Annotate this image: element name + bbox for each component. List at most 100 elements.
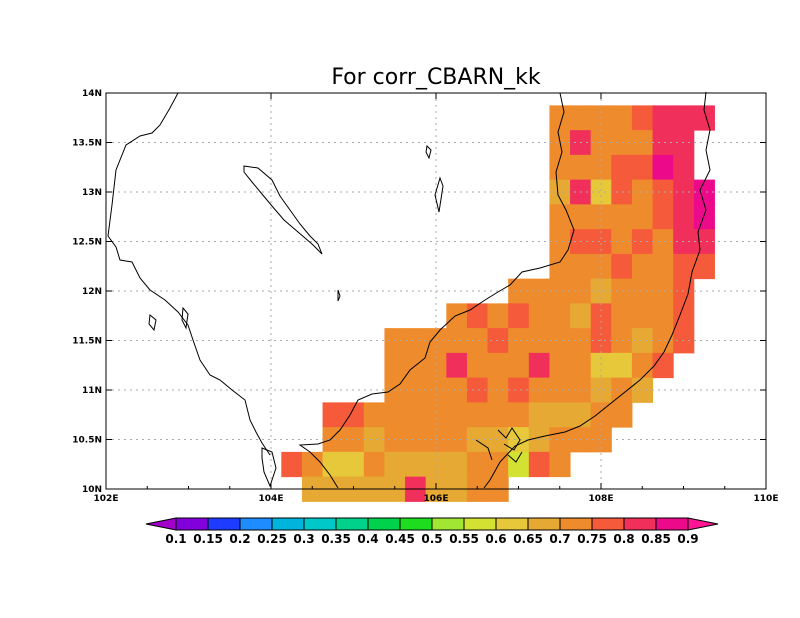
grid-cell <box>405 377 427 403</box>
grid-cell <box>590 204 612 230</box>
map-title: For corr_CBARN_kk <box>331 65 541 90</box>
grid-cell <box>466 402 489 428</box>
grid-cell <box>590 229 612 255</box>
grid-cell <box>363 427 385 453</box>
grid-cell <box>631 179 654 205</box>
grid-cell <box>487 352 509 379</box>
grid-cell <box>570 105 592 131</box>
grid-cell <box>590 377 612 403</box>
grid-cell <box>673 204 695 230</box>
grid-cell <box>281 451 303 478</box>
colorbar-segment <box>431 517 465 531</box>
grid-cell <box>611 328 633 354</box>
grid-cell <box>487 377 509 403</box>
grid-cell <box>693 105 715 131</box>
colorbar-segment <box>527 517 561 531</box>
x-axis-ticks: 102E 104E 106E 108E 110E <box>94 93 778 504</box>
grid-cell <box>549 229 571 255</box>
grid-cell <box>611 130 633 156</box>
colorbar-segment <box>655 517 689 531</box>
colorbar-label: 0.35 <box>321 532 351 546</box>
grid-cell <box>652 130 674 156</box>
grid-cell <box>570 352 592 379</box>
grid-cell <box>508 427 530 453</box>
grid-cell <box>693 179 715 205</box>
y-tick-label: 10N <box>82 485 102 495</box>
grid-cell <box>466 427 489 453</box>
y-tick-label: 13.5N <box>72 139 102 149</box>
grid-cell <box>652 229 674 255</box>
colorbar-segment <box>271 517 305 531</box>
grid-cell <box>611 303 633 329</box>
grid-cell <box>446 402 468 428</box>
grid-cell <box>652 303 674 329</box>
island-4 <box>148 314 157 332</box>
grid-cell <box>549 105 571 131</box>
grid-cell <box>693 229 715 255</box>
grid-cell <box>652 253 674 280</box>
grid-cell <box>611 229 633 255</box>
colorbar-label: 0.65 <box>513 532 543 546</box>
grid-cell <box>549 352 571 379</box>
colorbar-label: 0.75 <box>577 532 607 546</box>
grid-cell <box>466 352 489 379</box>
colorbar-label: 0.9 <box>677 532 698 546</box>
colorbar-segment <box>303 517 337 531</box>
y-tick-label: 13N <box>82 188 102 198</box>
grid-cell <box>528 303 550 329</box>
grid-cell <box>590 402 612 428</box>
grid-cell <box>611 154 633 181</box>
colorbar-segment <box>335 517 369 531</box>
grid-cell <box>363 402 385 428</box>
grid-cell <box>487 402 509 428</box>
grid-cell <box>549 253 571 280</box>
east-coastline <box>483 91 711 489</box>
grid-cell <box>446 328 468 354</box>
grid-cell <box>343 402 365 428</box>
y-tick-label: 14N <box>82 89 102 99</box>
island-2 <box>425 144 432 160</box>
y-tick-label: 12N <box>82 287 102 297</box>
grid-cell <box>652 352 674 379</box>
grid-cell <box>652 154 674 181</box>
grid-cell <box>590 179 612 205</box>
grid-cell <box>652 328 674 354</box>
grid-cell <box>446 303 468 329</box>
grid-cell <box>384 451 406 478</box>
colorbar-segment <box>591 517 625 531</box>
grid-cell <box>631 328 654 354</box>
grid-cell <box>652 179 674 205</box>
grid-cell <box>611 179 633 205</box>
grid-cell <box>611 352 633 379</box>
grid-cell <box>508 451 530 478</box>
grid-cell <box>487 328 509 354</box>
grid-cell <box>590 154 612 181</box>
colorbar-label: 0.2 <box>229 532 250 546</box>
grid-cell <box>466 303 489 329</box>
grid-cell <box>405 328 427 354</box>
grid-cell <box>631 303 654 329</box>
grid-cell <box>508 377 530 403</box>
grid-cell <box>508 303 530 329</box>
grid-cell <box>693 253 715 280</box>
grid-cell <box>487 427 509 453</box>
grid-cell <box>570 154 592 181</box>
colorbar: 0.1 0.15 0.2 0.25 0.3 0.35 0.4 0.45 0.5 0.55 0.6 0.… <box>145 517 719 546</box>
grid-cell <box>570 402 592 428</box>
colorbar-segment <box>495 517 529 531</box>
colorbar-label: 0.4 <box>357 532 378 546</box>
grid-cell <box>549 154 571 181</box>
grid-cell <box>528 451 550 478</box>
grid-cell <box>446 451 468 478</box>
grid-cell <box>446 427 468 453</box>
island-6 <box>261 447 277 488</box>
island-3 <box>337 289 341 302</box>
grid-lines <box>106 93 766 489</box>
grid-cell <box>363 451 385 478</box>
x-tick-label: 104E <box>259 494 284 504</box>
grid-cell <box>611 253 633 280</box>
grid-cell <box>322 427 344 453</box>
grid-cell <box>631 278 654 304</box>
correlation-cells <box>281 105 715 502</box>
y-tick-label: 11N <box>82 386 102 396</box>
